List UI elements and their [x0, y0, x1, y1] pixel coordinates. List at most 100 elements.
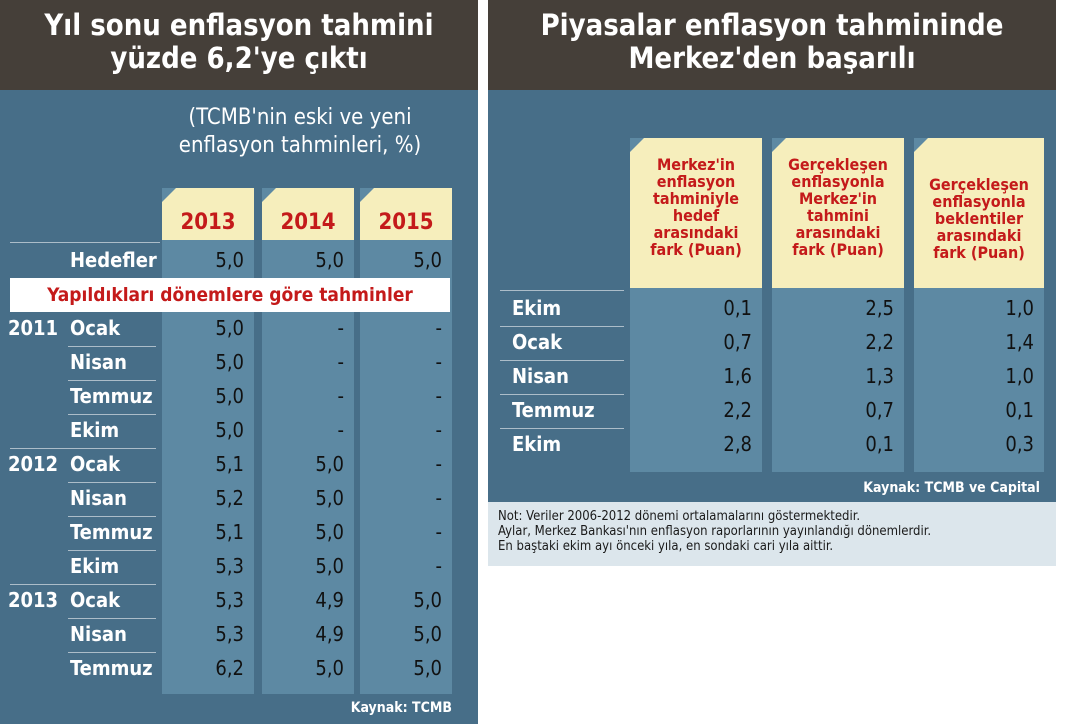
right-col-head-2-unit: fark (Puan) [792, 240, 884, 259]
right-row-label: Nisan [512, 364, 569, 388]
left-row-divider [68, 516, 156, 517]
left-row-label: Nisan [70, 350, 127, 374]
right-source: Kaynak: TCMB ve Capital [863, 480, 1040, 496]
left-target-2014: 5,0 [315, 248, 344, 272]
right-row-cell: 0,7 [723, 330, 752, 354]
left-row-divider [68, 482, 156, 483]
left-row-label: Ekim [70, 554, 120, 578]
left-source: Kaynak: TCMB [350, 700, 452, 716]
left-row-divider [68, 652, 156, 653]
left-row-cell: - [337, 384, 345, 408]
right-col-head-2-line: Gerçekleşen [788, 155, 888, 174]
left-row-cell: 5,0 [215, 350, 244, 374]
right-row-label: Ekim [512, 296, 562, 320]
left-row-cell: - [337, 350, 345, 374]
left-row-cell: 5,2 [215, 486, 244, 510]
left-col-head-2015-text: 2015 [378, 210, 434, 235]
left-row-cell: - [435, 554, 443, 578]
right-col-head-1-line: hedef [672, 206, 720, 225]
right-header: Piyasalar enflasyon tahmininde Merkez'de… [488, 0, 1056, 90]
right-col-head-1-unit: fark (Puan) [650, 240, 742, 259]
right-row-cell: 0,7 [865, 398, 894, 422]
left-row-cell: 5,0 [215, 384, 244, 408]
left-row-divider [68, 550, 156, 551]
right-row-cell: 0,1 [865, 432, 894, 456]
left-subtitle-line1: (TCMB'nin eski ve yeni [188, 105, 412, 130]
left-row-cell: - [435, 452, 443, 476]
right-row-divider [500, 360, 624, 361]
left-row-label: Nisan [70, 486, 127, 510]
right-note-line3: En baştaki ekim ayı önceki yıla, en sond… [498, 539, 834, 554]
right-col-head-1-line: enflasyon [656, 172, 736, 191]
right-col-head-2-line: arasındaki [795, 223, 881, 242]
right-row-cell: 2,2 [723, 398, 752, 422]
right-row-divider [500, 326, 624, 327]
left-row-cell: 5,0 [215, 316, 244, 340]
right-col-head-3-line: Gerçekleşen [929, 175, 1029, 194]
right-col-head-2: Gerçekleşen enflasyonla Merkez'in tahmin… [772, 138, 904, 288]
left-row-divider [68, 618, 156, 619]
left-col-2014-bg [262, 188, 354, 694]
left-row-cell: 5,1 [215, 520, 244, 544]
left-row-label: Ocak [70, 588, 121, 612]
right-col-head-1-line: Merkez'in [656, 155, 736, 174]
left-subtitle-line2: enflasyon tahminleri, %) [178, 133, 422, 158]
right-col-head-2-line: tahmini [807, 206, 869, 225]
right-line-top [500, 290, 624, 291]
right-row-divider [500, 428, 624, 429]
left-banner: Yapıldıkları dönemlere göre tahminler [10, 278, 450, 312]
left-row-cell: 5,3 [215, 588, 244, 612]
left-target-2013: 5,0 [215, 248, 244, 272]
left-row-cell: 5,0 [315, 656, 344, 680]
right-row-label: Ekim [512, 432, 562, 456]
left-row-cell: 5,0 [315, 554, 344, 578]
left-col-head-2013-text: 2013 [180, 210, 236, 235]
left-col-head-2013: 2013 [162, 188, 254, 240]
left-col-2015-bg [360, 188, 452, 694]
right-row-cell: 0,3 [1005, 432, 1034, 456]
left-row-cell: 5,0 [315, 452, 344, 476]
left-row-cell: 5,0 [413, 622, 442, 646]
left-year-2011: 2011 [8, 316, 59, 340]
left-target-2015: 5,0 [413, 248, 442, 272]
left-row-label: Ekim [70, 418, 120, 442]
right-panel: Piyasalar enflasyon tahmininde Merkez'de… [488, 0, 1056, 566]
right-title-line1: Piyasalar enflasyon tahmininde [540, 8, 1004, 42]
left-row-cell: 4,9 [315, 588, 344, 612]
left-col-2013-bg [162, 188, 254, 694]
left-row-label: Ocak [70, 452, 121, 476]
right-col-head-3-line: beklentiler [934, 209, 1024, 228]
left-row-label: Nisan [70, 622, 127, 646]
left-title-line1: Yıl sonu enflasyon tahmini [44, 8, 434, 42]
right-row-label: Temmuz [512, 398, 595, 422]
right-row-cell: 1,0 [1005, 296, 1034, 320]
right-row-label: Ocak [512, 330, 563, 354]
right-row-cell: 2,2 [865, 330, 894, 354]
left-row-cell: 5,0 [413, 588, 442, 612]
right-col-head-3-line: enflasyonla [932, 192, 1026, 211]
right-col-head-2-line: enflasyonla [791, 172, 885, 191]
left-row-divider [68, 346, 156, 347]
right-row-cell: 1,3 [865, 364, 894, 388]
left-header: Yıl sonu enflasyon tahmini yüzde 6,2'ye … [0, 0, 478, 90]
left-row-label: Temmuz [70, 656, 153, 680]
right-col-head-3: Gerçekleşen enflasyonla beklentiler aras… [914, 138, 1044, 288]
left-col-head-2014: 2014 [262, 188, 354, 240]
right-col-head-2-line: Merkez'in [798, 189, 878, 208]
left-row-label: Temmuz [70, 520, 153, 544]
left-row-cell: 5,0 [315, 520, 344, 544]
right-note-line2: Aylar, Merkez Bankası'nın enflasyon rapo… [498, 524, 932, 539]
right-title-line2: Merkez'den başarılı [628, 41, 916, 75]
right-row-divider [500, 394, 624, 395]
right-row-cell: 0,1 [723, 296, 752, 320]
left-banner-text: Yapıldıkları dönemlere göre tahminler [47, 284, 413, 306]
left-panel: Yıl sonu enflasyon tahmini yüzde 6,2'ye … [0, 0, 478, 724]
right-note: Not: Veriler 2006-2012 dönemi ortalamala… [488, 502, 1056, 566]
left-year-2013: 2013 [8, 588, 59, 612]
left-subtitle: (TCMB'nin eski ve yeni enflasyon tahminl… [140, 104, 460, 160]
left-row-cell: - [435, 418, 443, 442]
right-col-head-1-line: arasındaki [653, 223, 739, 242]
right-row-cell: 2,5 [865, 296, 894, 320]
left-row-divider [68, 414, 156, 415]
right-row-cell: 1,0 [1005, 364, 1034, 388]
